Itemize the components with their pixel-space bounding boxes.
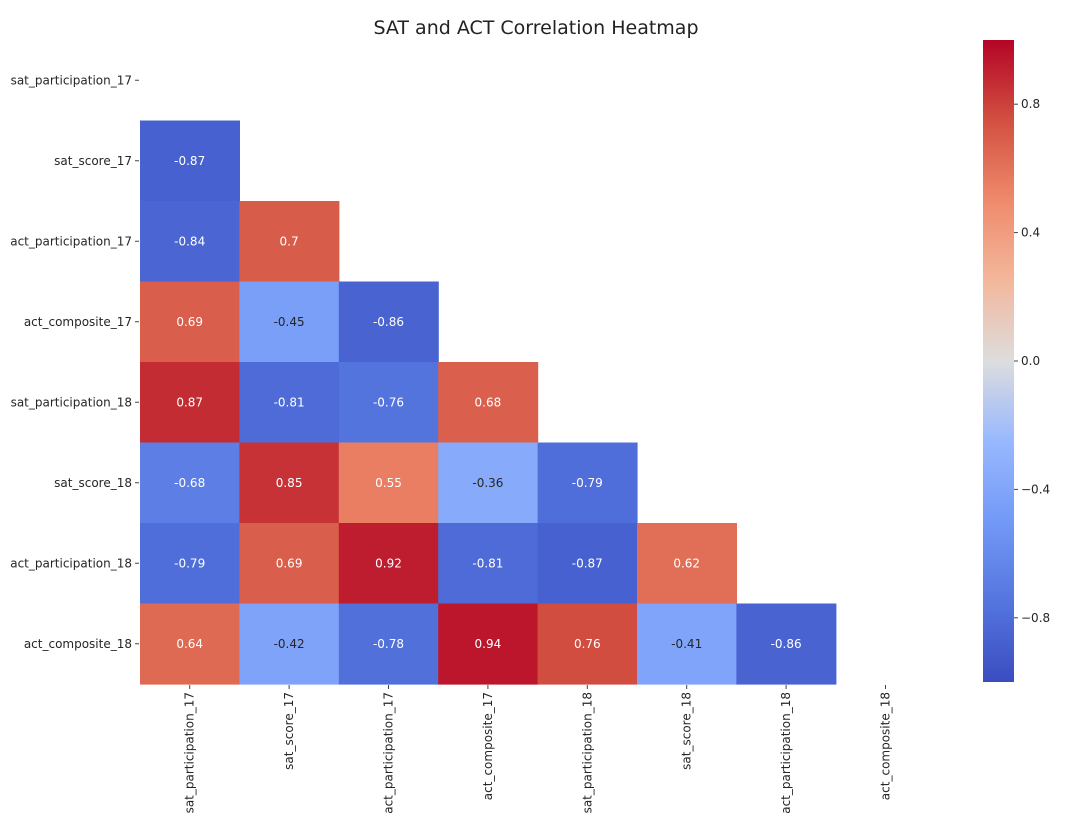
x-tick-label: sat_score_18 [680,692,694,770]
heatmap-cell [338,442,439,524]
cell-value-label: 0.62 [673,556,700,570]
cell-value-label: -0.45 [274,315,305,329]
x-tick-label: sat_participation_18 [580,692,594,813]
heatmap-cell [537,603,638,685]
x-tick-label: act_composite_17 [481,692,495,800]
cell-value-label: -0.87 [572,556,603,570]
cell-value-label: 0.69 [276,556,303,570]
y-tick-label: sat_participation_18 [11,395,132,409]
cell-value-label: -0.79 [572,476,603,490]
heatmap-cell [637,523,737,605]
heatmap-cell [338,281,439,363]
heatmap-cell [140,523,240,605]
cell-value-label: -0.79 [174,556,205,570]
heatmap-cell [239,362,340,444]
column-labels: sat_participation_17 sat_score_17 act_part… [183,685,893,814]
heatmap-cell [438,442,539,524]
y-tick-label: act_participation_18 [10,556,132,570]
heatmap-cell [239,281,340,363]
colorbar-tick-label: 0.0 [1021,354,1040,368]
heatmap-cells: -0.87 -0.84 0.7 0.69 -0.45 -0.86 0.87 -0.81 -0.7… [140,120,837,685]
y-tick-label: sat_participation_17 [11,73,132,87]
cell-value-label: -0.41 [671,637,702,651]
heatmap-cell [140,603,240,685]
cell-value-label: -0.84 [174,234,205,248]
chart-title: SAT and ACT Correlation Heatmap [373,17,698,39]
heatmap-cell [239,523,340,605]
x-tick-label: sat_score_17 [282,692,296,770]
heatmap-cell [140,201,240,283]
y-tick-label: sat_score_17 [54,154,132,168]
colorbar-tick-label: 0.8 [1021,97,1040,111]
cell-value-label: 0.69 [176,315,203,329]
y-tick-label: act_composite_17 [24,315,132,329]
heatmap-cell [537,523,638,605]
cell-value-label: 0.7 [280,234,299,248]
colorbar-gradient [983,40,1014,682]
cell-value-label: -0.81 [274,395,305,409]
cell-value-label: 0.64 [176,637,203,651]
heatmap-cell [637,603,737,685]
x-tick-label: act_participation_18 [779,692,793,814]
heatmap-cell [239,603,340,685]
cell-value-label: 0.68 [475,395,502,409]
heatmap-cell [438,523,539,605]
cell-value-label: -0.42 [274,637,305,651]
row-labels: sat_participation_17 sat_score_17 act_part… [10,73,139,651]
heatmap-cell [338,523,439,605]
colorbar-tick-label: −0.8 [1021,611,1050,625]
y-tick-label: act_participation_17 [10,234,132,248]
colorbar-tick-label: 0.4 [1021,226,1040,240]
cell-value-label: -0.86 [373,315,404,329]
y-tick-label: sat_score_18 [54,476,132,490]
colorbar: 0.8 0.4 0.0 −0.4 −0.8 [983,40,1050,682]
y-tick-label: act_composite_18 [24,637,132,651]
heatmap-cell [438,603,539,685]
cell-value-label: -0.86 [771,637,802,651]
cell-value-label: -0.68 [174,476,205,490]
heatmap-cell [736,603,837,685]
cell-value-label: 0.76 [574,637,601,651]
x-tick-label: act_participation_17 [382,692,396,814]
heatmap-cell [537,442,638,524]
cell-value-label: 0.92 [375,556,402,570]
x-tick-label: sat_participation_17 [183,692,197,813]
cell-value-label: -0.76 [373,395,404,409]
x-tick-label: act_composite_18 [879,692,893,800]
cell-value-label: 0.94 [475,637,502,651]
heatmap-cell [140,442,240,524]
cell-value-label: -0.87 [174,154,205,168]
heatmap-cell [438,362,539,444]
cell-value-label: -0.36 [472,476,503,490]
heatmap-cell [338,603,439,685]
cell-value-label: 0.87 [176,395,203,409]
cell-value-label: 0.55 [375,476,402,490]
heatmap-cell [140,120,240,202]
cell-value-label: -0.81 [472,556,503,570]
heatmap-cell [239,442,340,524]
heatmap-cell [239,201,340,283]
colorbar-tick-label: −0.4 [1021,482,1050,496]
heatmap-cell [338,362,439,444]
cell-value-label: 0.85 [276,476,303,490]
cell-value-label: -0.78 [373,637,404,651]
heatmap-cell [140,281,240,363]
heatmap-cell [140,362,240,444]
